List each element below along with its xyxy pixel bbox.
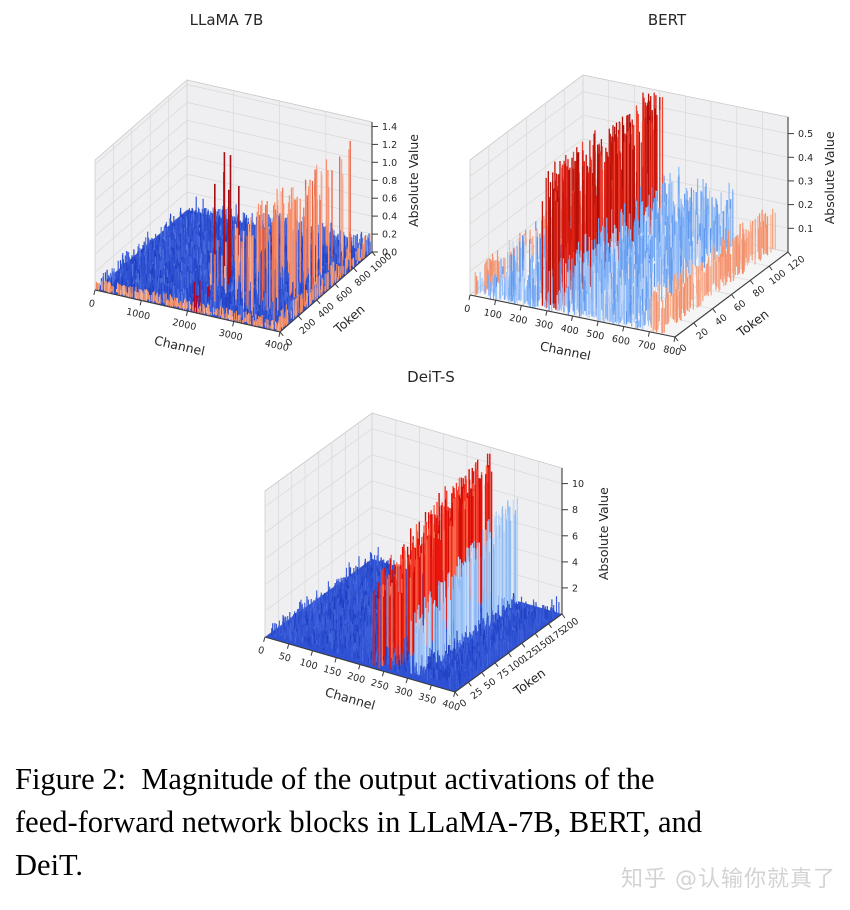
svg-text:400: 400 xyxy=(316,301,337,321)
plot-title: LLaMA 7B xyxy=(189,11,264,29)
svg-text:0.2: 0.2 xyxy=(382,230,397,241)
svg-text:1.4: 1.4 xyxy=(382,122,397,133)
plot-deit-s: 0 50 100 150 200 250 300 350 400 0 25 50 75 100 125 150… xyxy=(212,362,642,752)
plot-canvas-llama: 01000200030004000020040060080010000.00.2… xyxy=(88,79,421,359)
figure-2: 0 1000 2000 3000 4000 0 200 400 600 800 1000 0.0 0.2… xyxy=(15,5,845,752)
svg-text:0.8: 0.8 xyxy=(382,176,397,187)
svg-text:0.0: 0.0 xyxy=(382,248,397,259)
plot-llama-7b: 0 1000 2000 3000 4000 0 200 400 600 800 1000 0.0 0.2… xyxy=(15,5,450,360)
svg-text:0: 0 xyxy=(88,298,96,310)
svg-text:1.2: 1.2 xyxy=(382,140,397,151)
svg-text:0.6: 0.6 xyxy=(382,194,397,205)
plot-canvas-bert: 0 100 200 300 400 500 600 700 800020406080100120… xyxy=(463,74,837,360)
svg-text:Channel: Channel xyxy=(153,333,206,359)
figure-caption: Figure 2: Magnitude of the output activa… xyxy=(15,758,843,887)
spikes-group xyxy=(474,92,776,334)
svg-text:2000: 2000 xyxy=(171,317,197,333)
plot-title: BERT xyxy=(647,11,687,29)
svg-text:200: 200 xyxy=(298,317,319,337)
watermark: 知乎 @认输你就真了 xyxy=(621,867,836,892)
svg-text:4000: 4000 xyxy=(264,338,290,354)
svg-text:3000: 3000 xyxy=(218,328,244,344)
spikes-group xyxy=(265,453,562,692)
svg-text:1.0: 1.0 xyxy=(382,158,397,169)
svg-text:1000: 1000 xyxy=(125,307,151,323)
plot-canvas-deit: 0 50 100 150 200 250 300 350 4000255075100125150… xyxy=(257,412,611,714)
svg-text:600: 600 xyxy=(334,285,355,305)
caption-line: feed-forward network blocks in LLaMA-7B,… xyxy=(15,805,703,839)
plot-bert: 0 100 200 300 400 500 600 700 800 0 20 40 60 80 100 120… xyxy=(445,5,845,360)
plot-title: DeiT-S xyxy=(407,368,455,386)
svg-text:0: 0 xyxy=(284,337,296,349)
svg-text:Absolute Value: Absolute Value xyxy=(406,134,421,227)
svg-text:0.4: 0.4 xyxy=(382,212,397,223)
spikes-group xyxy=(95,140,372,332)
svg-text:800: 800 xyxy=(353,269,374,289)
caption-line: Figure 2: Magnitude of the output activa… xyxy=(15,762,655,796)
caption-line: DeiT. xyxy=(15,848,84,882)
svg-text:Token: Token xyxy=(330,301,367,336)
